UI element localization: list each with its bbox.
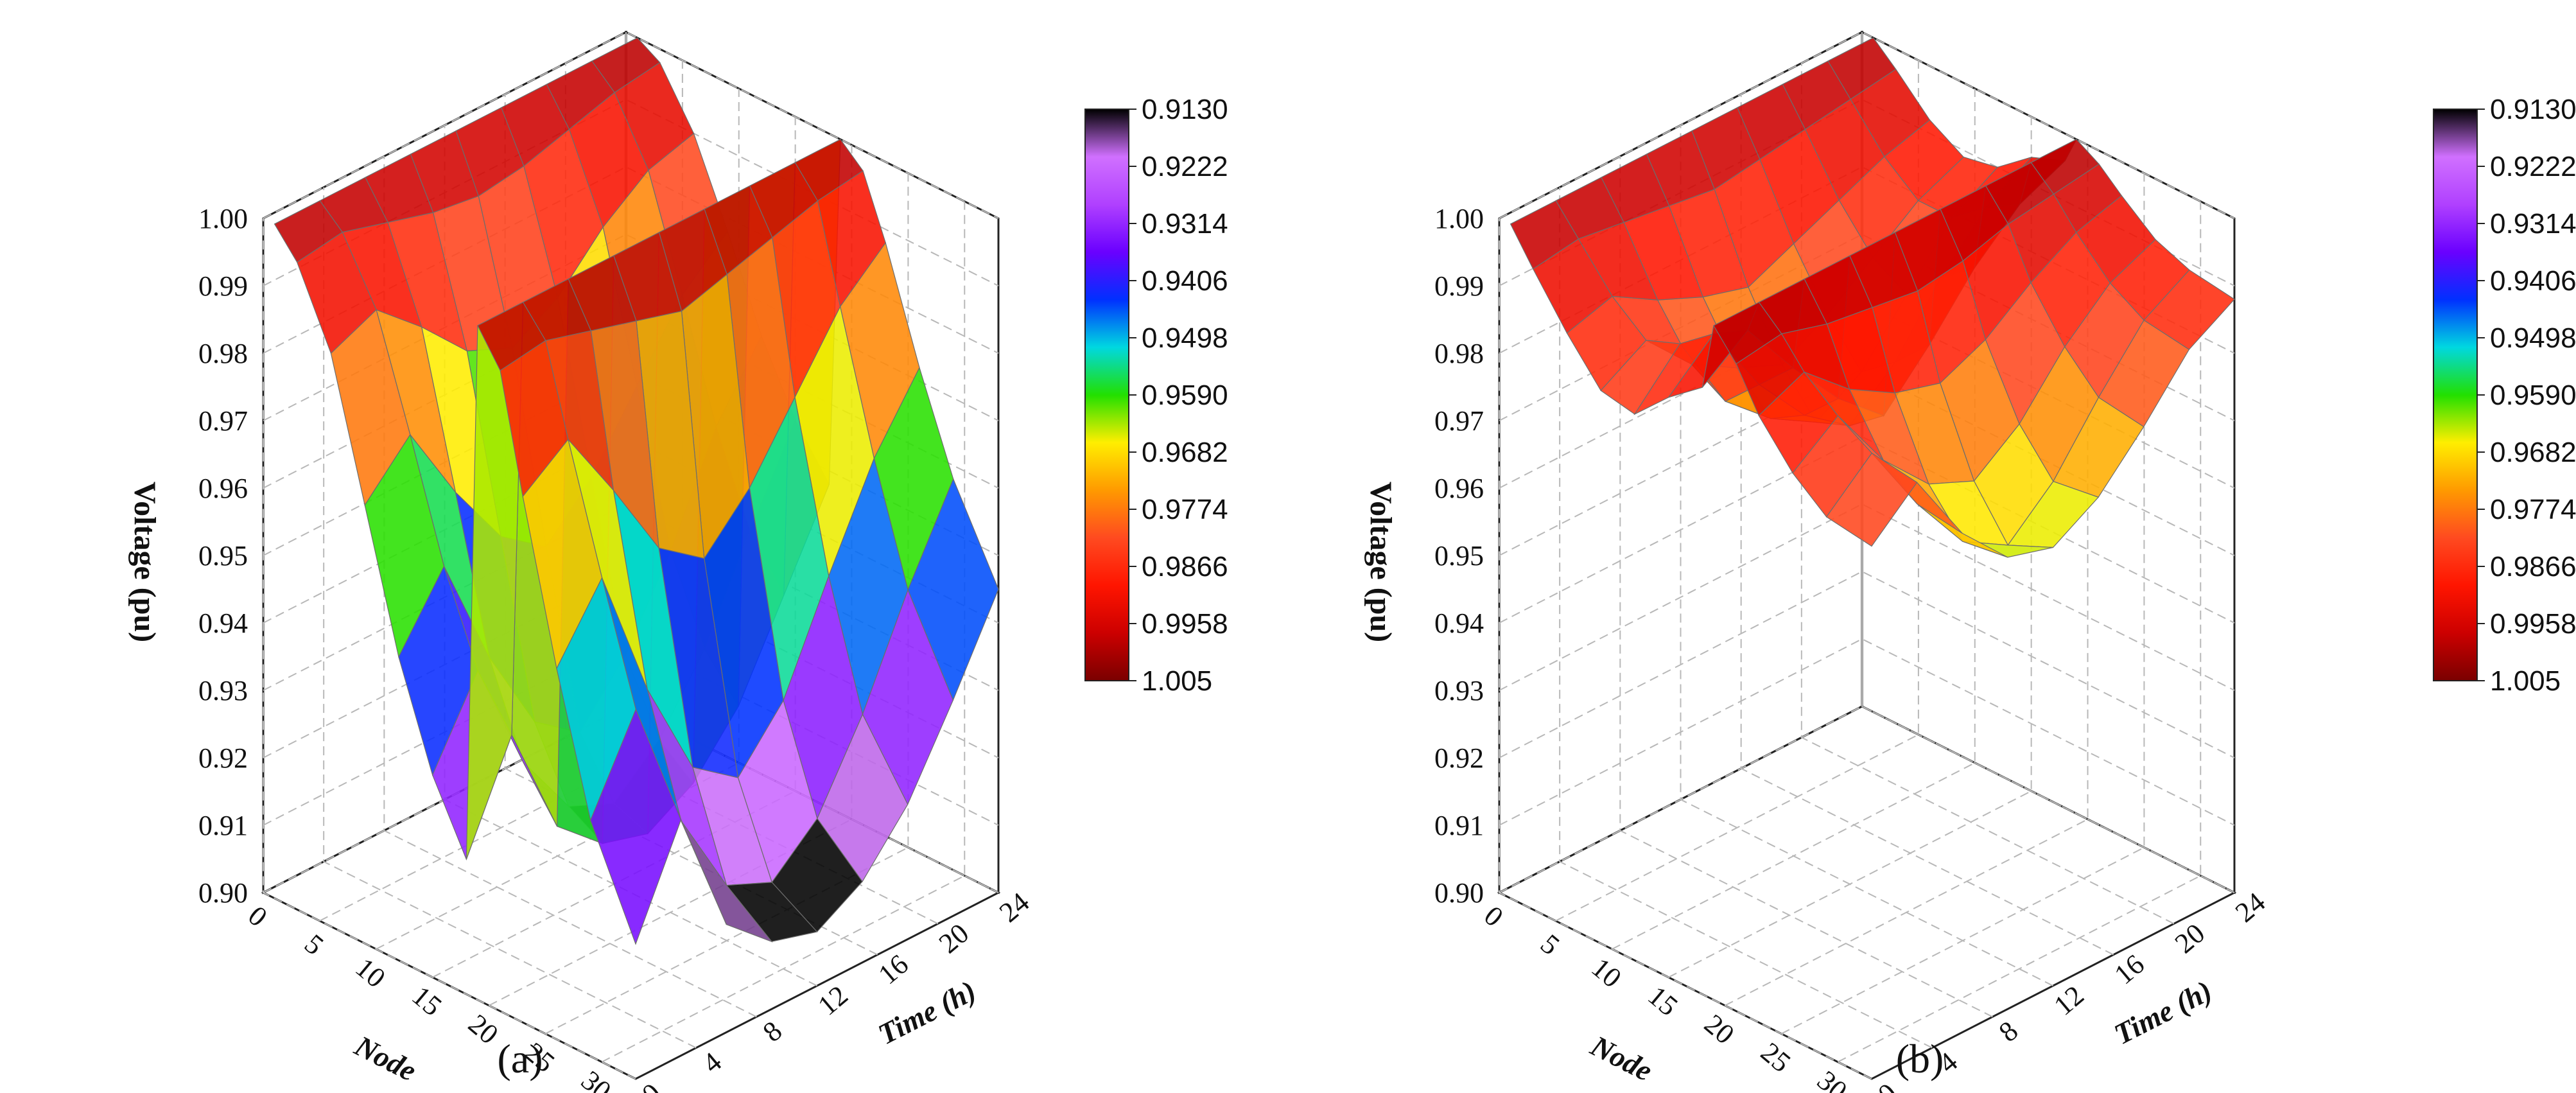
z-tick-label: 0.93 — [1434, 675, 1484, 706]
z-tick-label: 0.99 — [1434, 270, 1484, 302]
surface — [1510, 37, 2235, 558]
grid-line — [601, 201, 966, 1063]
colorbar-tick-label: 0.9590 — [1142, 380, 1228, 411]
z-tick-label: 0.90 — [198, 877, 248, 909]
y-tick-label: 8 — [757, 1015, 788, 1048]
y-tick-label: 4 — [697, 1046, 727, 1080]
colorbar-tick-label: 0.9130 — [1142, 94, 1228, 125]
z-tick-label: 0.95 — [1434, 540, 1484, 572]
z-tick-label: 0.91 — [198, 810, 248, 841]
surface-cell — [590, 708, 682, 945]
x-tick-label: 5 — [299, 928, 329, 961]
colorbar-tick-label: 0.9314 — [2490, 208, 2576, 240]
z-tick-label: 0.97 — [1434, 405, 1484, 437]
colorbar-tick-label: 0.9590 — [2490, 380, 2576, 411]
colorbar-tick-label: 0.9498 — [1142, 322, 1228, 354]
x-tick-label: 15 — [406, 980, 448, 1022]
colorbar-tick-label: 1.005 — [2490, 665, 2561, 697]
grid-line — [263, 218, 636, 1080]
panel-caption: (b) — [1896, 1036, 1944, 1081]
z-tick-label: 0.92 — [198, 742, 248, 774]
colorbar-tick-label: 0.9406 — [1142, 265, 1228, 297]
colorbar-tick-label: 0.9682 — [1142, 437, 1228, 468]
z-tick-label: 0.99 — [198, 270, 248, 302]
colorbar-tick-label: 0.9866 — [1142, 551, 1228, 582]
colorbar-tick-label: 0.9958 — [2490, 608, 2576, 640]
z-tick-label: 0.93 — [198, 675, 248, 706]
colorbar-gradient — [2433, 109, 2478, 681]
colorbar-tick-label: 0.9774 — [1142, 494, 1228, 525]
z-tick-label: 0.90 — [1434, 877, 1484, 909]
x-tick-label: 30 — [575, 1065, 617, 1093]
z-tick-label: 0.97 — [198, 405, 248, 437]
z-tick-label: 0.96 — [1434, 473, 1484, 504]
x-tick-label: 10 — [1585, 952, 1627, 994]
colorbar-gradient — [1084, 109, 1129, 681]
colorbar-tick-label: 1.005 — [1142, 665, 1212, 697]
x-axis-title: Node — [349, 1029, 422, 1087]
colorbar-tick-label: 0.9682 — [2490, 437, 2576, 468]
colorbar-tick-label: 0.9130 — [2490, 94, 2576, 125]
z-tick-label: 0.92 — [1434, 742, 1484, 774]
z-tick-label: 0.94 — [1434, 608, 1484, 639]
z-tick-label: 1.00 — [1434, 203, 1484, 234]
z-tick-label: 0.91 — [1434, 810, 1484, 841]
chart-panel-b: 0.90 0.91 0.92 0.93 0.94 0.95 0.96 0.97 0.98 0.99… — [1364, 30, 2576, 1093]
grid-line — [323, 187, 697, 1049]
colorbar-tick-label: 0.9314 — [1142, 208, 1228, 240]
x-tick-label: 30 — [1811, 1065, 1853, 1093]
grid-line — [1499, 218, 1872, 1080]
grid-line — [1499, 503, 2235, 691]
surface-cell — [1825, 452, 1918, 547]
panel-caption: (a) — [497, 1036, 543, 1081]
x-tick-label: 25 — [1755, 1036, 1797, 1079]
colorbar-tick-label: 0.9222 — [2490, 151, 2576, 182]
z-axis-title: Voltage (pu) — [1364, 482, 1398, 642]
colorbar: 0.9130 0.9222 0.9314 0.9406 0.9498 0.9590 0.96… — [2433, 94, 2576, 697]
colorbar-tick-label: 0.9774 — [2490, 494, 2576, 525]
grid-line — [1559, 187, 1933, 1049]
z-tick-label: 0.94 — [198, 608, 248, 639]
x-tick-label: 5 — [1535, 928, 1565, 961]
grid-line — [1837, 201, 2202, 1063]
z-tick-label: 0.98 — [1434, 338, 1484, 369]
surface — [274, 37, 999, 945]
z-tick-label: 0.95 — [198, 540, 248, 572]
colorbar-tick-label: 0.9498 — [2490, 322, 2576, 354]
y-tick-label: 0 — [636, 1077, 667, 1093]
x-tick-label: 15 — [1642, 980, 1684, 1022]
colorbar-tick-label: 0.9866 — [2490, 551, 2576, 582]
colorbar-tick-label: 0.9406 — [2490, 265, 2576, 297]
chart-panel-a: 0.90 0.91 0.92 0.93 0.94 0.95 0.96 0.97 0.98 0.99… — [128, 30, 1228, 1093]
x-tick-label: 20 — [1698, 1008, 1740, 1051]
z-tick-label: 0.96 — [198, 473, 248, 504]
x-axis-title: Node — [1585, 1029, 1658, 1087]
colorbar: 0.9130 0.9222 0.9314 0.9406 0.9498 0.9590 0.96… — [1084, 94, 1228, 697]
y-tick-label: 8 — [1993, 1015, 2024, 1048]
x-tick-label: 10 — [349, 952, 391, 994]
z-axis-title: Voltage (pu) — [128, 482, 162, 642]
z-tick-label: 1.00 — [198, 203, 248, 234]
colorbar-tick-label: 0.9958 — [1142, 608, 1228, 640]
z-tick-label: 0.98 — [198, 338, 248, 369]
colorbar-tick-label: 0.9222 — [1142, 151, 1228, 182]
